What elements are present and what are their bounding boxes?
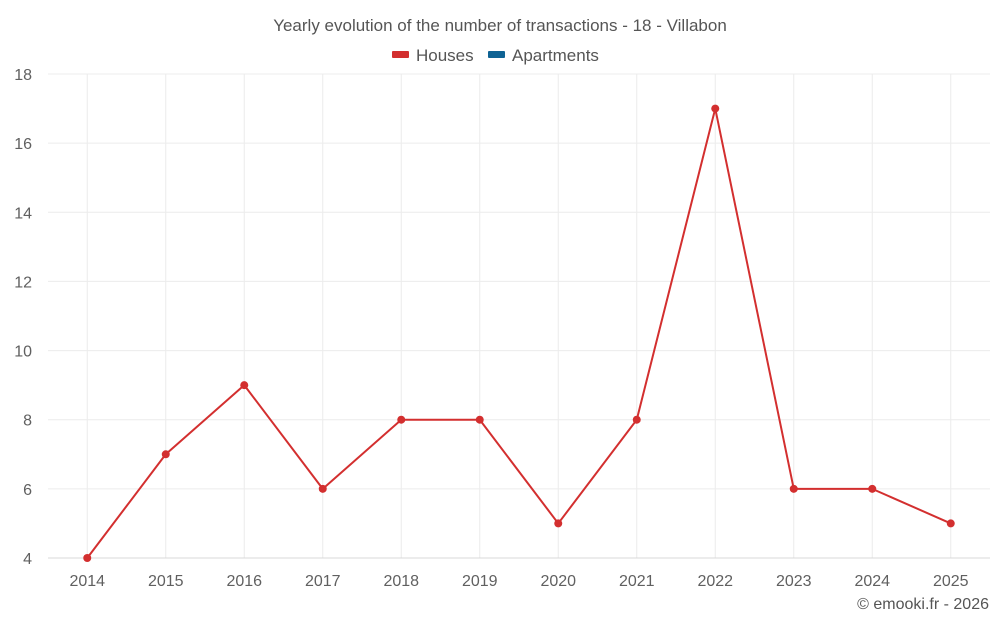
data-point[interactable] [554, 519, 563, 528]
x-tick-label: 2024 [854, 573, 890, 590]
x-tick-label: 2019 [462, 573, 498, 590]
data-point[interactable] [397, 415, 406, 424]
data-point[interactable] [632, 415, 641, 424]
legend-item-apartments[interactable]: Apartments [488, 46, 599, 65]
data-point[interactable] [318, 484, 327, 493]
series-houses [83, 104, 955, 562]
axes: 4 6 8 10 12 14 16 18 2014 2015 2016 2017 2018 2019 202… [14, 67, 990, 590]
x-tick-label: 2025 [933, 573, 969, 590]
data-point[interactable] [240, 381, 249, 390]
legend-label-apartments: Apartments [512, 46, 599, 65]
data-point[interactable] [711, 104, 720, 113]
y-tick-label: 12 [14, 274, 32, 291]
data-point[interactable] [475, 415, 484, 424]
y-tick-label: 14 [14, 205, 32, 222]
credit-text: © emooki.fr - 2026 [857, 596, 989, 613]
y-tick-label: 6 [23, 482, 32, 499]
x-tick-label: 2017 [305, 573, 341, 590]
legend-swatch-houses [392, 51, 409, 58]
data-point[interactable] [868, 484, 877, 493]
x-tick-label: 2015 [148, 573, 184, 590]
data-point[interactable] [789, 484, 798, 493]
x-tick-label: 2018 [383, 573, 419, 590]
legend-swatch-apartments [488, 51, 505, 58]
y-tick-label: 18 [14, 67, 32, 84]
chart-title: Yearly evolution of the number of transa… [273, 16, 727, 35]
data-point[interactable] [83, 554, 92, 562]
y-tick-label: 8 [23, 413, 32, 430]
x-tick-label: 2021 [619, 573, 655, 590]
x-tick-label: 2016 [226, 573, 262, 590]
x-tick-label: 2023 [776, 573, 812, 590]
grid [48, 73, 990, 558]
data-point[interactable] [161, 450, 170, 459]
y-tick-label: 16 [14, 136, 32, 153]
y-tick-label: 10 [14, 344, 32, 361]
series-line-houses [86, 107, 952, 559]
legend[interactable]: Houses Apartments [392, 46, 599, 65]
x-tick-label: 2020 [540, 573, 576, 590]
legend-label-houses: Houses [416, 46, 474, 65]
legend-item-houses[interactable]: Houses [392, 46, 474, 65]
data-point[interactable] [946, 519, 955, 528]
y-tick-label: 4 [23, 551, 32, 568]
x-tick-label: 2014 [69, 573, 105, 590]
x-tick-label: 2022 [697, 573, 733, 590]
